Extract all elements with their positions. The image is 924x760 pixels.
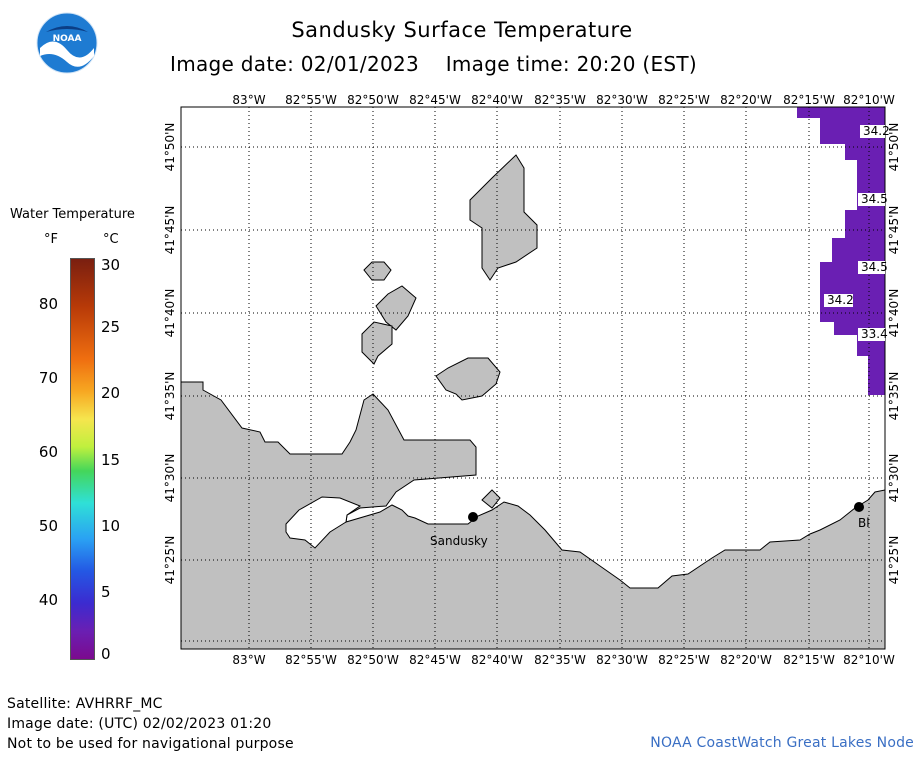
- city-marker-east: [854, 502, 864, 512]
- fahrenheit-tick: 40: [38, 591, 58, 609]
- island: [481, 489, 501, 509]
- credit-link[interactable]: NOAA CoastWatch Great Lakes Node: [650, 735, 914, 751]
- celsius-tick: 15: [101, 451, 121, 469]
- island: [435, 357, 501, 401]
- longitude-tick-label: 82°20'W: [720, 93, 772, 107]
- noaa-logo: NOAA: [36, 12, 98, 74]
- mainland: [181, 381, 885, 649]
- temperature-colorbar: [70, 258, 95, 660]
- longitude-tick-label: 82°50'W: [347, 653, 399, 667]
- temp-label: 34.5: [861, 260, 888, 274]
- longitude-tick-label: 82°25'W: [658, 653, 710, 667]
- temp-label-box: [858, 328, 885, 341]
- temp-label-box: [824, 294, 853, 307]
- latitude-tick-label: 41°35'N: [887, 372, 901, 421]
- longitude-tick-label: 83°W: [232, 93, 265, 107]
- latitude-tick-label: 41°25'N: [163, 536, 177, 585]
- latitude-tick-label: 41°50'N: [163, 123, 177, 172]
- island: [469, 154, 538, 281]
- celsius-tick: 20: [101, 384, 121, 402]
- longitude-tick-label: 82°15'W: [783, 653, 835, 667]
- longitude-tick-label: 82°25'W: [658, 93, 710, 107]
- graticule: [181, 107, 885, 649]
- temp-label: 34.5: [861, 192, 888, 206]
- latitude-tick-label: 41°40'N: [887, 289, 901, 338]
- temp-label-box: [858, 261, 885, 274]
- longitude-tick-label: 82°55'W: [285, 93, 337, 107]
- longitude-tick-label: 82°10'W: [843, 93, 895, 107]
- temp-label: 34.2: [827, 293, 854, 307]
- map-title: Sandusky Surface Temperature: [291, 18, 633, 42]
- longitude-tick-label: 82°15'W: [783, 93, 835, 107]
- longitude-tick-label: 82°35'W: [534, 93, 586, 107]
- fahrenheit-tick: 70: [38, 369, 58, 387]
- temperature-data-region: [797, 107, 885, 395]
- city-label-east: Bl: [858, 516, 870, 530]
- temp-label-box: [858, 193, 885, 206]
- latitude-tick-label: 41°35'N: [163, 372, 177, 421]
- longitude-tick-label: 82°40'W: [471, 653, 523, 667]
- longitude-tick-label: 82°50'W: [347, 93, 399, 107]
- sandusky-city-marker: [468, 512, 478, 522]
- longitude-tick-label: 82°20'W: [720, 653, 772, 667]
- celsius-tick: 0: [101, 645, 111, 663]
- island: [363, 261, 392, 281]
- celsius-tick: 30: [101, 256, 121, 274]
- latitude-tick-label: 41°30'N: [887, 454, 901, 503]
- celsius-tick: 25: [101, 318, 121, 336]
- temp-label: 33.4: [861, 327, 888, 341]
- fahrenheit-unit: °F: [44, 232, 58, 247]
- latitude-tick-label: 41°40'N: [163, 289, 177, 338]
- temp-label-box: [860, 125, 885, 138]
- longitude-tick-label: 82°10'W: [843, 653, 895, 667]
- longitude-tick-label: 82°45'W: [409, 653, 461, 667]
- satellite-info: Satellite: AVHRRF_MC: [7, 696, 163, 712]
- latitude-tick-label: 41°30'N: [163, 454, 177, 503]
- temp-label: 34.2: [863, 124, 890, 138]
- celsius-unit: °C: [103, 232, 119, 247]
- map-frame: [180, 106, 886, 650]
- longitude-tick-label: 82°55'W: [285, 653, 337, 667]
- surface-temperature-map: 83°W 82°55'W 82°50'W 82°45'W 82°40'W 82°35'W 8…: [163, 93, 901, 667]
- fahrenheit-tick: 60: [38, 443, 58, 461]
- sandusky-city-label: Sandusky: [430, 534, 488, 548]
- celsius-tick: 10: [101, 517, 121, 535]
- longitude-tick-label: 83°W: [232, 653, 265, 667]
- disclaimer: Not to be used for navigational purpose: [7, 736, 294, 752]
- latitude-tick-label: 41°50'N: [887, 123, 901, 172]
- longitude-tick-label: 82°30'W: [596, 93, 648, 107]
- image-time: Image time: 20:20 (EST): [445, 52, 698, 76]
- longitude-tick-label: 82°45'W: [409, 93, 461, 107]
- fahrenheit-tick: 50: [38, 517, 58, 535]
- latitude-tick-label: 41°45'N: [887, 206, 901, 255]
- sandusky-bay: [285, 496, 362, 549]
- fahrenheit-tick: 80: [38, 295, 58, 313]
- temperature-value-labels: 34.2 34.5 34.5 34.2 33.4: [824, 124, 890, 341]
- utc-date-info: Image date: (UTC) 02/02/2023 01:20: [7, 716, 272, 732]
- celsius-tick: 5: [101, 583, 111, 601]
- latitude-tick-label: 41°45'N: [163, 206, 177, 255]
- island: [361, 321, 393, 365]
- svg-text:NOAA: NOAA: [53, 34, 82, 44]
- image-datetime: Image date: 02/01/2023 Image time: 20:20…: [170, 52, 697, 76]
- legend-title: Water Temperature: [10, 207, 135, 222]
- longitude-tick-label: 82°30'W: [596, 653, 648, 667]
- longitude-tick-label: 82°35'W: [534, 653, 586, 667]
- latitude-tick-label: 41°25'N: [887, 536, 901, 585]
- island: [375, 285, 417, 331]
- longitude-tick-label: 82°40'W: [471, 93, 523, 107]
- image-date: Image date: 02/01/2023: [170, 52, 420, 76]
